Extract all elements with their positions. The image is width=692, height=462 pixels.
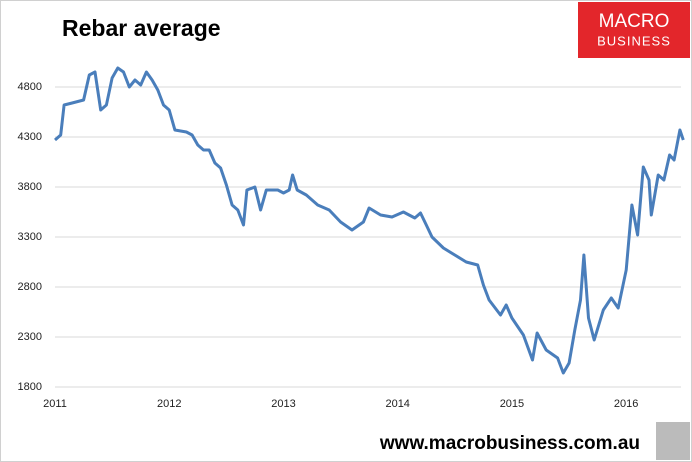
logo-text: MACRO bbox=[599, 11, 670, 32]
x-tick-label: 2013 bbox=[271, 398, 295, 410]
line bbox=[54, 66, 685, 375]
chart-title: Rebar average bbox=[62, 15, 221, 41]
x-tick-label: 2012 bbox=[157, 398, 181, 410]
x-tick-label: 2014 bbox=[385, 398, 409, 410]
logo-box bbox=[578, 2, 690, 58]
x-tick-label: 2015 bbox=[500, 398, 524, 410]
x-tick-label: 2011 bbox=[43, 398, 67, 410]
source: www.macrobusiness.com.au bbox=[379, 433, 640, 454]
y-tick-label: 1800 bbox=[18, 381, 42, 393]
y-tick-label: 4300 bbox=[18, 131, 42, 143]
x-tick-label: 2016 bbox=[614, 398, 638, 410]
logo-text: BUSINESS bbox=[597, 33, 671, 48]
y-tick-label: 4800 bbox=[18, 81, 42, 93]
y-tick-label: 3800 bbox=[18, 181, 42, 193]
y-tick-label: 3300 bbox=[18, 231, 42, 243]
y-tick-label: 2300 bbox=[18, 331, 42, 343]
logo-icon bbox=[656, 422, 690, 460]
y-tick-label: 2800 bbox=[18, 281, 42, 293]
